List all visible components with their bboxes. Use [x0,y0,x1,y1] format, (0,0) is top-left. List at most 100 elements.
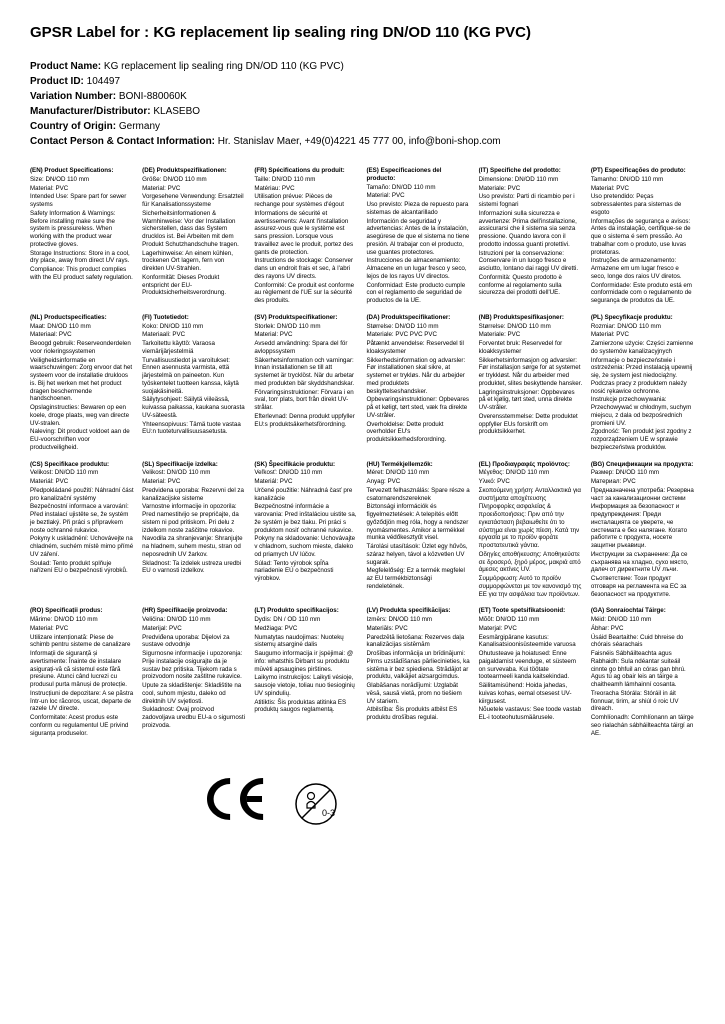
variation-number: BONI-880060K [119,91,187,102]
lang-field: Glabāšanas norādījumi: Uzglabāt vēsā, sa… [366,682,470,705]
lang-field: Drošības informācija un brīdinājumi: Pir… [366,650,470,681]
lang-field: Sicherheitsinformationen & Warnhinweise:… [142,210,246,249]
lang-field: Материал: PVC [591,478,695,486]
lang-field: Informații de siguranță și avertismente:… [30,650,134,689]
lang-block: (GA) Sonraíochtaí Táirge:Méid: DN/OD 110… [591,607,695,738]
lang-title: (ET) Toote spetsifikatsioonid: [479,607,583,615]
lang-field: Efterlevnad: Denna produkt uppfyller EU:… [254,413,358,429]
lang-block: (SK) Špecifikácie produktu:Veľkosť: DN/O… [254,461,358,600]
lang-block: (SV) Produktspecifikationer:Storlek: DN/… [254,314,358,453]
lang-field: Upute za skladištenje: Skladištite na co… [142,682,246,705]
lang-field: Informações de segurança e avisos: Antes… [591,218,695,257]
lang-field: Säkerhetsinformation och varningar: Inna… [254,357,358,388]
lang-field: Información de seguridad y advertencias:… [366,218,470,257]
lang-field: Lagringsinstruksjoner: Oppbevares på et … [479,389,583,412]
lang-field: Intended Use: Spare part for sewer syste… [30,193,134,209]
lang-field: Treoracha Stórála: Stóráil in áit fionnu… [591,690,695,713]
lang-field: Taille: DN/OD 110 mm [254,176,358,184]
lang-field: Veličina: DN/OD 110 mm [142,616,246,624]
lang-block: (EN) Product Specifications:Size: DN/OD … [30,167,134,306]
lang-field: Overholdelse: Dette produkt overholder E… [366,421,470,444]
lang-title: (SK) Špecifikácie produktu: [254,461,358,469]
lang-title: (SL) Specifikacije izdelka: [142,461,246,469]
lang-field: Izmērs: DN/OD 110 mm [366,616,470,624]
lang-title: (FR) Spécifications du produit: [254,167,358,175]
lang-field: Utilizare intenționată: Piese de schimb … [30,634,134,650]
lang-field: Materiale: PVC [479,331,583,339]
manufacturer: KLASEBO [153,106,200,117]
lang-field: Materiale: PVC [479,185,583,193]
lang-field: Maat: DN/OD 110 mm [30,323,134,331]
product-name-label: Product Name: [30,61,101,72]
lang-block: (RO) Specificații produs:Mărime: DN/OD 1… [30,607,134,738]
lang-title: (NB) Produktspesifikasjoner: [479,314,583,322]
lang-field: Tervezett felhasználás: Spare része a cs… [366,487,470,503]
lang-title: (NL) Productspecificaties: [30,314,134,322]
lang-field: Materiał: PVC [591,331,695,339]
lang-field: Uso pretendido: Peças sobressalentes par… [591,193,695,216]
lang-field: Bezpečnostné informácie a varovania: Pre… [254,503,358,534]
lang-field: Méret: DN/OD 110 mm [366,469,470,477]
lang-field: Material: PVC [30,185,134,193]
lang-field: Materiaal: PVC [30,331,134,339]
lang-block: (CS) Specifikace produktu:Velikost: DN/O… [30,461,134,600]
lang-field: Mărime: DN/OD 110 mm [30,616,134,624]
lang-field: Laikymo instrukcijos: Laikyti vėsioje, s… [254,674,358,697]
lang-block: (HU) Termékjellemzők:Méret: DN/OD 110 mm… [366,461,470,600]
lang-field: Οδηγίες αποθήκευσης: Αποθηκεύστε σε δροσ… [479,551,583,574]
lang-title: (PT) Especificações do produto: [591,167,695,175]
lang-field: Comhlíonadh: Comhlíonann an táirge seo r… [591,714,695,737]
lang-field: Numatytas naudojimas: Nuotekų sistemų at… [254,634,358,650]
lang-block: (PL) Specyfikacje produktu:Rozmiar: DN/O… [591,314,695,453]
lang-title: (HU) Termékjellemzők: [366,461,470,469]
lang-block: (PT) Especificações do produto:Tamanho: … [591,167,695,306]
lang-title: (GA) Sonraíochtaí Táirge: [591,607,695,615]
lang-field: Veiligheidsinformatie en waarschuwingen:… [30,357,134,404]
lang-field: Material: PVC [254,331,358,339]
lang-field: Съответствие: Този продукт отговаря на р… [591,575,695,598]
lang-field: Informations de sécurité et avertissemen… [254,210,358,257]
meta-block: Product Name: KG replacement lip sealing… [30,59,695,149]
lang-block: (LT) Produkto specifikacijos:Dydis: DN /… [254,607,358,738]
lang-block: (DE) Produktspezifikationen:Größe: DN/OD… [142,167,246,306]
lang-field: Ohutusteave ja hoiatused: Enne paigaldam… [479,650,583,681]
lang-field: Úsáid Beartaithe: Cuid bhreise do chórai… [591,634,695,650]
lang-field: Overensstemmelse: Dette produktet oppfyl… [479,413,583,436]
contact-label: Contact Person & Contact Information: [30,136,215,147]
manufacturer-label: Manufacturer/Distributor: [30,106,151,117]
lang-field: Πληροφορίες ασφαλείας & προειδοποιήσεις:… [479,503,583,550]
lang-title: (LT) Produkto specifikacijos: [254,607,358,615]
lang-field: Nõuetele vastavus: See toode vastab EL-i… [479,706,583,722]
lang-field: Conformité: Ce produit est conforme au r… [254,282,358,305]
lang-field: Påtænkt anvendelse: Reservedel til kloak… [366,340,470,356]
lang-field: Informazioni sulla sicurezza e avvertenz… [479,210,583,249]
age-warning-icon: 0-3 [294,782,338,826]
lang-field: Μέγεθος: DN/OD 110 mm [479,469,583,477]
lang-field: Paredzētā lietošana: Rezerves daļa kanal… [366,634,470,650]
lang-title: (BG) Спецификации на продукта: [591,461,695,469]
language-grid: (EN) Product Specifications:Size: DN/OD … [30,167,695,738]
lang-block: (HR) Specifikacije proizvoda:Veličina: D… [142,607,246,738]
lang-field: Koko: DN/OD 110 mm [142,323,246,331]
lang-field: Určené použitie: Náhradná časť pre kanal… [254,487,358,503]
ce-mark-icon [207,778,273,829]
lang-field: Materiál: PVC [30,478,134,486]
contact: Hr. Stanislav Maer, +49(0)4221 45 777 00… [218,136,501,147]
lang-field: Size: DN/OD 110 mm [30,176,134,184]
lang-field: Instructions de stockage: Conserver dans… [254,257,358,280]
page-title: GPSR Label for : KG replacement lip seal… [30,24,695,41]
lang-block: (LV) Produkta specifikācijas:Izmērs: DN/… [366,607,470,738]
lang-field: Méid: DN/OD 110 mm [591,616,695,624]
lang-field: Uso previsto: Pieza de repuesto para sis… [366,201,470,217]
lang-field: Eesmärgipärane kasutus: Kanalisatsioonis… [479,634,583,650]
lang-field: Säilitamisühend: Hoida jahedas, kuivas k… [479,682,583,705]
lang-field: Storlek: DN/OD 110 mm [254,323,358,331]
lang-field: Conformidad: Este producto cumple con el… [366,282,470,305]
lang-field: Faisnéis Sábháilteachta agus Rabhaidh: S… [591,650,695,689]
lang-field: Dimensione: DN/OD 110 mm [479,176,583,184]
lang-field: Utilisation prévue: Pièces de rechange p… [254,193,358,209]
lang-field: Размер: DN/OD 110 mm [591,469,695,477]
lang-block: (SL) Specifikacije izdelka:Velikost: DN/… [142,461,246,600]
lang-field: Turvallisuustiedot ja varoitukset: Ennen… [142,357,246,396]
lang-field: Opbevaringsinstruktioner: Opbevares på e… [366,396,470,419]
